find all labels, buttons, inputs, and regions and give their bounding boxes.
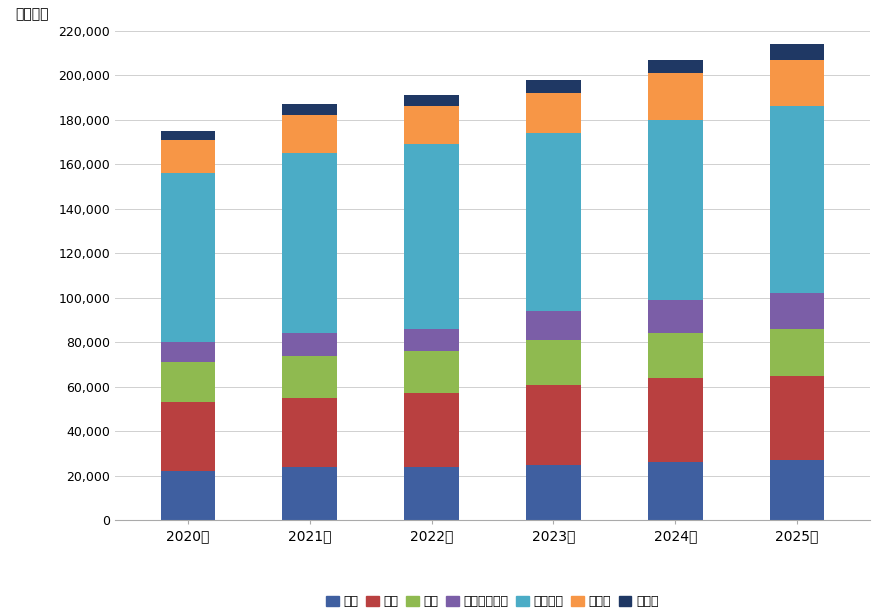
Bar — [526, 340, 581, 384]
Bar — [648, 334, 703, 378]
Bar — [161, 173, 216, 342]
Bar — [404, 95, 459, 106]
Bar — [282, 115, 337, 153]
Bar — [526, 80, 581, 93]
Bar — [770, 106, 825, 293]
Bar — [648, 300, 703, 334]
Bar — [282, 334, 337, 356]
Bar — [770, 44, 825, 60]
Bar — [648, 462, 703, 520]
Bar — [770, 376, 825, 460]
Bar — [404, 467, 459, 520]
Bar — [648, 120, 703, 300]
Bar — [282, 104, 337, 115]
Bar — [161, 471, 216, 520]
Bar — [648, 378, 703, 462]
Bar — [404, 394, 459, 467]
Bar — [282, 467, 337, 520]
Y-axis label: （億円）: （億円） — [15, 7, 49, 21]
Bar — [404, 329, 459, 351]
Bar — [161, 402, 216, 471]
Bar — [282, 153, 337, 334]
Bar — [770, 293, 825, 329]
Bar — [770, 329, 825, 376]
Bar — [404, 144, 459, 329]
Bar — [404, 351, 459, 394]
Bar — [648, 73, 703, 120]
Bar — [161, 342, 216, 362]
Bar — [161, 140, 216, 173]
Bar — [648, 60, 703, 73]
Bar — [770, 60, 825, 106]
Legend: 金融, 製造, 流通, 情報サービス, サービス, 官公庁, その他: 金融, 製造, 流通, 情報サービス, サービス, 官公庁, その他 — [321, 590, 664, 612]
Bar — [526, 465, 581, 520]
Bar — [161, 362, 216, 402]
Bar — [526, 133, 581, 311]
Bar — [526, 384, 581, 465]
Bar — [526, 311, 581, 340]
Bar — [161, 131, 216, 140]
Bar — [404, 106, 459, 144]
Bar — [526, 93, 581, 133]
Bar — [282, 398, 337, 467]
Bar — [282, 356, 337, 398]
Bar — [770, 460, 825, 520]
